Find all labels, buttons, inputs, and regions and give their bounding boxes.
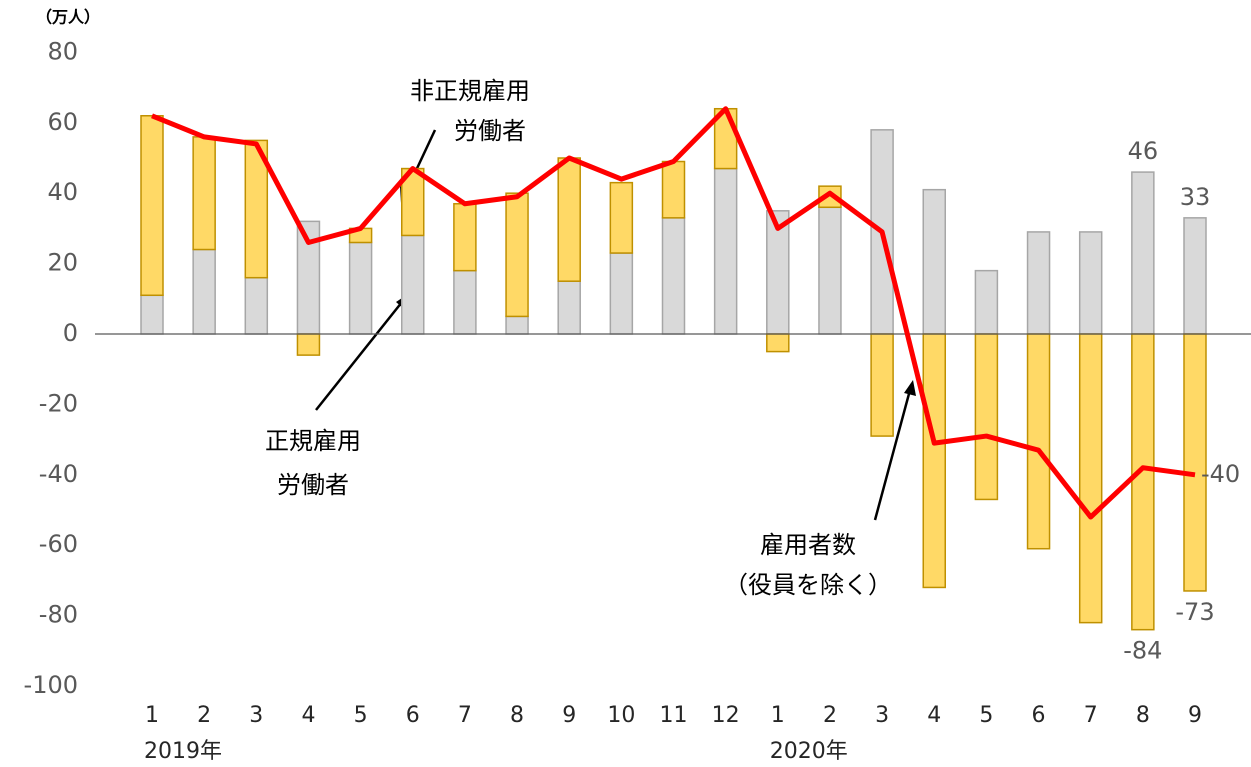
bar [1078,231,1103,335]
bar [609,181,634,254]
y-tick-label: 60 [47,108,78,136]
x-tick-label: 3 [875,703,889,728]
arrow [315,301,403,411]
bar [140,115,164,297]
x-tick-label: 9 [562,703,576,728]
bar [140,294,164,335]
bar [870,333,894,437]
value-label: -40 [1201,460,1240,488]
y-tick-label: -80 [39,601,78,629]
series-annotation: 労働者 [454,117,526,145]
series-annotation: （役員を除く） [724,571,892,599]
bar [1026,231,1051,335]
x-tick-label: 5 [979,703,993,728]
bar [192,248,216,335]
x-tick-label: 10 [607,703,635,728]
bar [1078,333,1103,624]
series-annotation: 雇用者数 [760,531,856,559]
bar [661,160,686,219]
bar [557,157,581,282]
x-tick-label: 8 [510,703,524,728]
series-annotation: 正規雇用 [265,427,361,455]
bar [505,315,529,335]
y-tick-label: -20 [39,389,78,417]
arrow-head [904,380,916,396]
bar [1131,333,1155,631]
bar [453,203,477,272]
value-label: -73 [1175,598,1214,626]
bar [1183,217,1207,335]
y-tick-label: 20 [47,249,78,277]
x-tick-label: 1 [145,703,159,728]
value-label: 33 [1180,183,1211,211]
bar [244,276,269,335]
x-tick-label: 9 [1188,703,1202,728]
bar [348,241,373,335]
y-tick-label: 80 [47,37,78,65]
x-tick-label: 7 [1084,703,1098,728]
year-label: 2019年 [144,739,222,764]
y-tick-label: -60 [39,530,78,558]
value-label: 46 [1128,137,1159,165]
x-tick-label: 4 [301,703,315,728]
bar [922,188,946,335]
x-tick-label: 7 [458,703,472,728]
bar [401,234,425,335]
bar [974,269,999,335]
y-tick-label: -100 [24,671,78,699]
bar [974,333,999,501]
y-tick-label: -40 [39,460,78,488]
x-tick-label: 5 [354,703,368,728]
x-tick-label: 6 [1032,703,1046,728]
year-label: 2020年 [770,739,848,764]
x-tick-label: 3 [249,703,263,728]
x-tick-label: 2 [823,703,837,728]
x-tick-label: 1 [771,703,785,728]
series-annotation: 労働者 [277,471,349,499]
x-tick-label: 4 [927,703,941,728]
bar [557,280,581,335]
bar [1131,171,1155,335]
bar [609,252,634,335]
x-tick-label: 12 [712,703,740,728]
bar [818,185,842,209]
bar [192,136,216,251]
bar [505,192,529,318]
y-tick-label: 40 [47,178,78,206]
bar [453,269,477,335]
bar [713,167,738,335]
arrow [873,389,912,521]
x-tick-label: 8 [1136,703,1150,728]
bar [661,217,686,335]
bar [818,206,842,335]
series-annotation: 非正規雇用 [410,77,530,105]
bar [766,333,790,353]
x-tick-label: 2 [197,703,211,728]
line [151,106,1196,520]
bar [922,333,946,589]
bar [296,333,321,356]
value-label: -84 [1123,637,1162,665]
x-tick-label: 11 [660,703,688,728]
bar [1026,333,1051,550]
bar [244,139,269,279]
unit-label: （万人） [36,8,100,27]
x-tick-label: 6 [406,703,420,728]
y-tick-label: 0 [63,319,78,347]
bars [140,107,1207,631]
